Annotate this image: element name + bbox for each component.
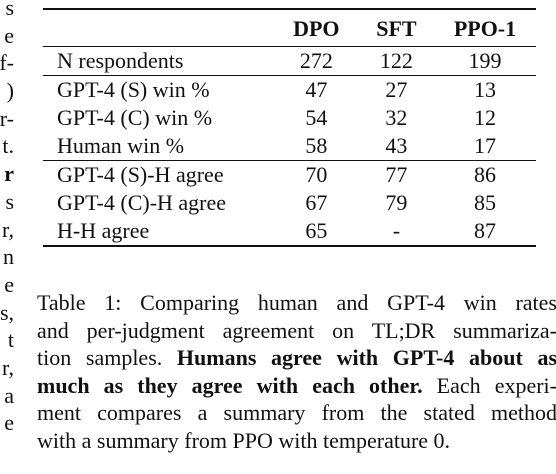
cell-value: 12	[473, 105, 496, 130]
left-fragment: t.	[2, 133, 14, 159]
caption-text: Each experi-	[436, 372, 556, 398]
caption-line: with a summary from PPO with temperature…	[37, 427, 451, 453]
left-fragment: s	[5, 0, 14, 20]
cell-value: 70	[273, 160, 359, 189]
cell-value: -	[358, 217, 434, 247]
cell-value: 85	[473, 190, 496, 215]
left-fragment: r-	[0, 105, 14, 131]
column-header-sft: SFT	[358, 8, 434, 47]
row-label: GPT-4 (S) win %	[43, 75, 274, 104]
cell-value: 87	[433, 217, 536, 247]
left-column-fragments: s e f- ) r- t. r s r, n e s, t r, a e	[0, 0, 14, 437]
row-label: N respondents	[43, 46, 274, 76]
row-label: Human win %	[57, 133, 185, 158]
caption-line: Table 1: Comparing human and GPT-4 win r…	[37, 290, 556, 315]
caption-line: ment compares a summary from the stated …	[37, 400, 556, 425]
caption-line: much as they agree with each other. Each…	[37, 372, 556, 400]
left-fragment: t	[7, 327, 14, 353]
left-fragment: e	[4, 410, 14, 436]
cell-value: 65	[273, 217, 359, 247]
left-fragment: f-	[0, 50, 14, 76]
caption-line: tion samples. Humans agree with GPT-4 ab…	[37, 344, 556, 372]
row-label: GPT-4 (S)-H agree	[43, 160, 274, 189]
left-fragment: r,	[2, 216, 14, 242]
table-row: GPT-4 (C) win % 54 32 12	[43, 104, 536, 132]
table-row: N respondents 272 122 199	[43, 46, 536, 76]
table-row: H-H agree 65 - 87	[43, 217, 536, 247]
results-table-container: DPO SFT PPO-1 N respondents 272 122 199 …	[43, 8, 536, 247]
cell-value: 54	[305, 105, 328, 130]
cell-value: 47	[273, 75, 359, 104]
cell-value: 199	[433, 46, 536, 76]
results-table: DPO SFT PPO-1 N respondents 272 122 199 …	[43, 8, 536, 247]
table-header-row: DPO SFT PPO-1	[43, 8, 536, 47]
cell-value: 17	[473, 133, 496, 158]
caption-emphasis: Humans agree with GPT-4 about as	[176, 345, 556, 370]
left-fragment: e	[4, 22, 14, 48]
column-header-dpo: DPO	[273, 8, 359, 47]
cell-value: 32	[385, 105, 408, 130]
cell-value: 27	[358, 75, 434, 104]
cell-value: 86	[433, 160, 536, 189]
left-fragment: a	[4, 382, 14, 408]
cell-value: 67	[305, 190, 328, 215]
left-fragment: e	[4, 271, 14, 297]
cell-value: 58	[305, 133, 328, 158]
caption-emphasis: much as they agree with each other.	[37, 372, 423, 398]
row-label: GPT-4 (C) win %	[57, 105, 213, 130]
left-fragment: n	[3, 244, 14, 270]
table-row: GPT-4 (C)-H agree 67 79 85	[43, 189, 536, 217]
left-fragment: r,	[2, 354, 14, 380]
column-header-ppo-1: PPO-1	[433, 8, 536, 47]
cell-value: 43	[385, 133, 408, 158]
table-row: GPT-4 (S)-H agree 70 77 86	[43, 160, 536, 189]
cell-value: 122	[358, 46, 434, 76]
table-caption: Table 1: Comparing human and GPT-4 win r…	[37, 289, 556, 454]
cell-value: 13	[433, 75, 536, 104]
table-row: Human win % 58 43 17	[43, 132, 536, 161]
header-empty-cell	[43, 8, 274, 47]
caption-line: and per-judgment agreement on TL;DR summ…	[37, 317, 556, 343]
left-fragment: r	[4, 161, 14, 187]
caption-text: tion samples.	[37, 345, 163, 370]
cell-value: 272	[273, 46, 359, 76]
row-label: H-H agree	[43, 217, 274, 247]
row-label: GPT-4 (C)-H agree	[57, 190, 227, 215]
cell-value: 77	[358, 160, 434, 189]
left-fragment: )	[6, 78, 14, 104]
table-row: GPT-4 (S) win % 47 27 13	[43, 75, 536, 104]
left-fragment: s,	[0, 299, 14, 325]
left-fragment: s	[5, 188, 14, 214]
cell-value: 79	[385, 190, 408, 215]
